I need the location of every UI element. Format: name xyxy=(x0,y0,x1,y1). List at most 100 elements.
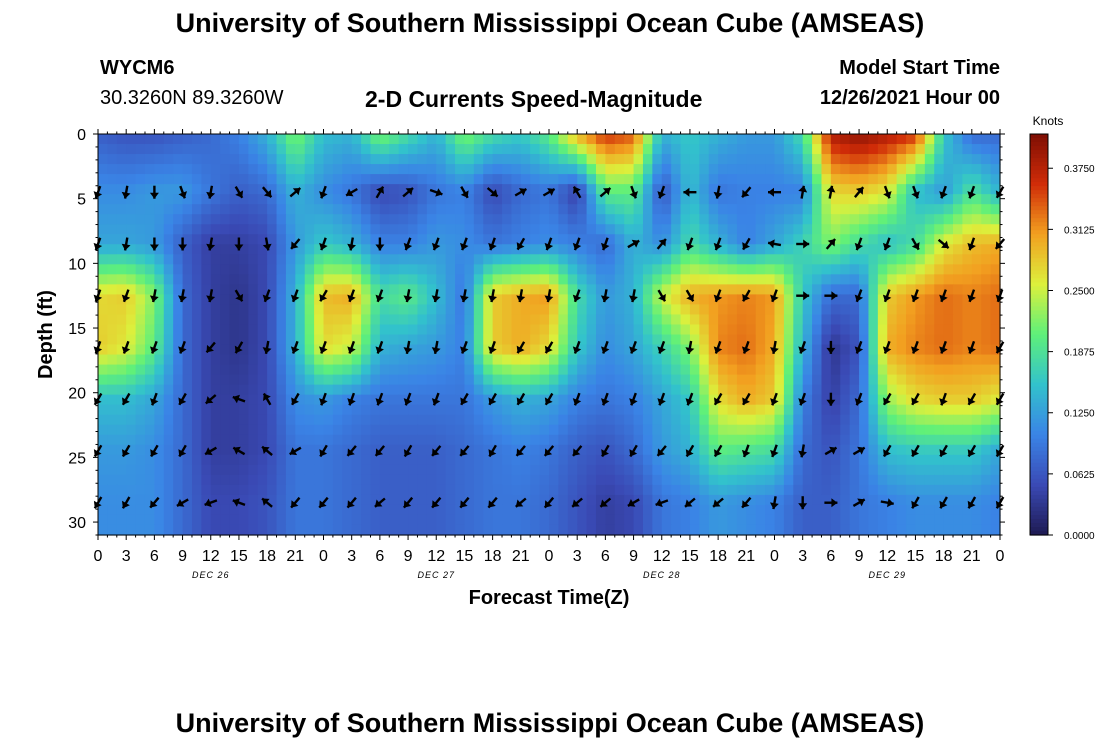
heatmap-cell xyxy=(765,334,776,346)
heatmap-cell xyxy=(981,394,992,406)
heatmap-cell xyxy=(934,134,945,145)
heatmap-cell xyxy=(896,304,907,316)
current-arrow xyxy=(347,289,356,303)
heatmap-cell xyxy=(502,444,513,456)
current-arrow xyxy=(431,392,441,406)
heatmap-cell xyxy=(943,524,954,536)
heatmap-cell xyxy=(558,224,569,235)
heatmap-cell xyxy=(718,384,729,396)
heatmap-cell xyxy=(981,184,992,195)
heatmap-cell xyxy=(276,254,287,265)
heatmap-cell xyxy=(173,164,184,175)
current-arrow-head xyxy=(629,449,638,457)
heatmap-cell xyxy=(765,344,776,356)
heatmap-cell xyxy=(332,384,343,396)
heatmap-cell xyxy=(605,354,616,366)
heatmap-cell xyxy=(389,304,400,316)
colorbar-segment xyxy=(1030,382,1048,388)
heatmap-cell xyxy=(436,424,447,436)
heatmap-cell xyxy=(689,394,700,406)
heatmap-cell xyxy=(445,154,456,165)
current-arrow xyxy=(911,289,920,303)
heatmap-cell xyxy=(614,484,625,496)
heatmap-cell xyxy=(379,264,390,275)
heatmap-cell xyxy=(624,204,635,215)
heatmap-cell xyxy=(689,374,700,386)
heatmap-cell xyxy=(652,344,663,356)
heatmap-cell xyxy=(220,264,231,275)
heatmap-cell xyxy=(595,204,606,215)
heatmap-cell xyxy=(520,374,531,386)
heatmap-cell xyxy=(332,294,343,306)
current-arrow xyxy=(685,340,695,355)
heatmap-cell xyxy=(107,164,118,175)
heatmap-cell xyxy=(877,444,888,456)
heatmap-cell xyxy=(755,454,766,466)
heatmap-cell xyxy=(539,284,550,296)
current-arrow-head xyxy=(516,295,526,303)
heatmap-cell xyxy=(492,164,503,175)
heatmap-cell xyxy=(98,244,108,255)
heatmap-cell xyxy=(163,294,174,306)
current-arrow xyxy=(403,340,413,355)
heatmap-cell xyxy=(821,454,832,466)
heatmap-cell xyxy=(314,224,325,235)
heatmap-cell xyxy=(220,394,231,406)
heatmap-cell xyxy=(210,404,221,416)
heatmap-cell xyxy=(361,274,372,285)
heatmap-cell xyxy=(520,244,531,255)
heatmap-cell xyxy=(276,264,287,275)
heatmap-cell xyxy=(802,184,813,195)
heatmap-cell xyxy=(567,484,578,496)
heatmap-cell xyxy=(530,184,541,195)
heatmap-cell xyxy=(332,334,343,346)
heatmap-cell xyxy=(915,394,926,406)
heatmap-cell xyxy=(201,234,212,245)
heatmap-cell xyxy=(549,324,559,336)
heatmap-cell xyxy=(990,144,1001,155)
heatmap-cell xyxy=(671,204,682,215)
heatmap-cell xyxy=(201,274,212,285)
heatmap-cell xyxy=(924,364,935,376)
heatmap-cell xyxy=(830,524,841,536)
heatmap-cell xyxy=(267,354,278,366)
heatmap-cell xyxy=(342,444,353,456)
heatmap-cell xyxy=(849,524,860,536)
heatmap-cell xyxy=(332,184,343,195)
heatmap-cell xyxy=(577,424,588,436)
heatmap-cell xyxy=(849,384,860,396)
x-tick-label: 3 xyxy=(798,548,807,565)
current-arrow-head xyxy=(657,346,666,354)
heatmap-cell xyxy=(915,454,926,466)
heatmap-cell xyxy=(154,264,165,275)
heatmap-cell xyxy=(727,514,738,526)
heatmap-cell xyxy=(135,314,146,326)
heatmap-cell xyxy=(323,164,334,175)
heatmap-cell xyxy=(624,494,635,506)
heatmap-cell xyxy=(267,414,278,426)
heatmap-cell xyxy=(229,474,240,486)
heatmap-cell xyxy=(332,194,343,205)
current-arrow-head xyxy=(263,393,271,401)
heatmap-cell xyxy=(981,404,992,416)
heatmap-cell xyxy=(943,374,954,386)
heatmap-cell xyxy=(248,514,259,526)
heatmap-cell xyxy=(107,234,118,245)
heatmap-cell xyxy=(906,204,917,215)
heatmap-cell xyxy=(473,524,484,536)
heatmap-cell xyxy=(830,164,841,175)
heatmap-cell xyxy=(473,144,484,155)
heatmap-cell xyxy=(107,194,118,205)
heatmap-cell xyxy=(896,384,907,396)
heatmap-cell xyxy=(605,304,616,316)
current-arrow-head xyxy=(831,498,838,508)
current-arrow xyxy=(488,340,497,354)
heatmap-cell xyxy=(614,374,625,386)
heatmap-cell xyxy=(990,244,1001,255)
current-arrow-head xyxy=(262,347,272,354)
heatmap-cell xyxy=(267,174,278,185)
x-tick-label: 0 xyxy=(996,548,1005,565)
heatmap-cell xyxy=(436,454,447,466)
heatmap-cell xyxy=(877,234,888,245)
heatmap-cell xyxy=(934,404,945,416)
